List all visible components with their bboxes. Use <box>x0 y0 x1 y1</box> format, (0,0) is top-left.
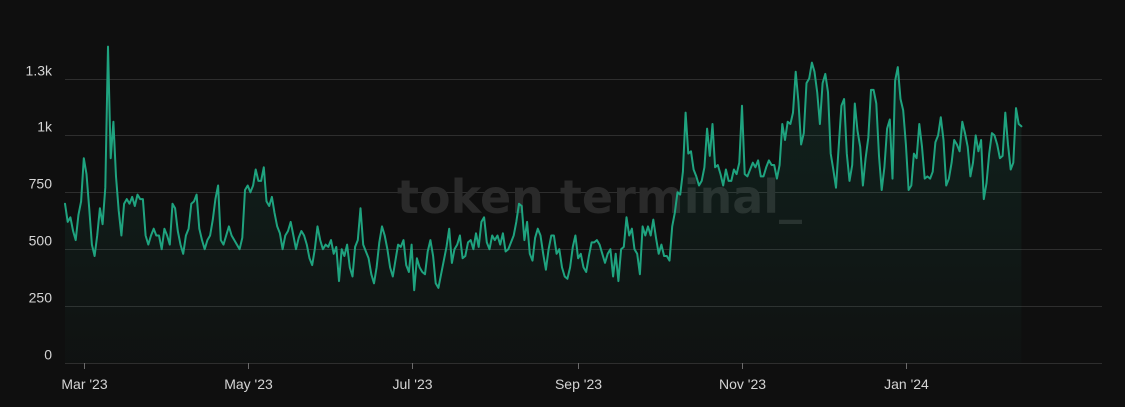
x-tick-label: Nov '23 <box>719 376 766 392</box>
x-tick-label: Jan '24 <box>884 376 929 392</box>
y-tick-label: 250 <box>29 290 53 306</box>
x-tick-label: Mar '23 <box>61 376 107 392</box>
y-tick-label: 1k <box>37 119 53 135</box>
y-tick-label: 750 <box>29 176 53 192</box>
x-tick-label: Sep '23 <box>555 376 602 392</box>
y-tick-label: 0 <box>44 347 52 363</box>
y-axis: 0 250 500 750 1k 1.3k <box>26 63 53 363</box>
y-tick-label: 1.3k <box>26 63 53 79</box>
series-line <box>64 45 1023 292</box>
x-tick-label: May '23 <box>224 376 273 392</box>
x-tick-label: Jul '23 <box>392 376 432 392</box>
series-layer <box>64 45 1023 363</box>
y-tick-label: 500 <box>29 233 53 249</box>
x-axis: Mar '23 May '23 Jul '23 Sep '23 Nov '23 Jan '… <box>61 363 929 392</box>
